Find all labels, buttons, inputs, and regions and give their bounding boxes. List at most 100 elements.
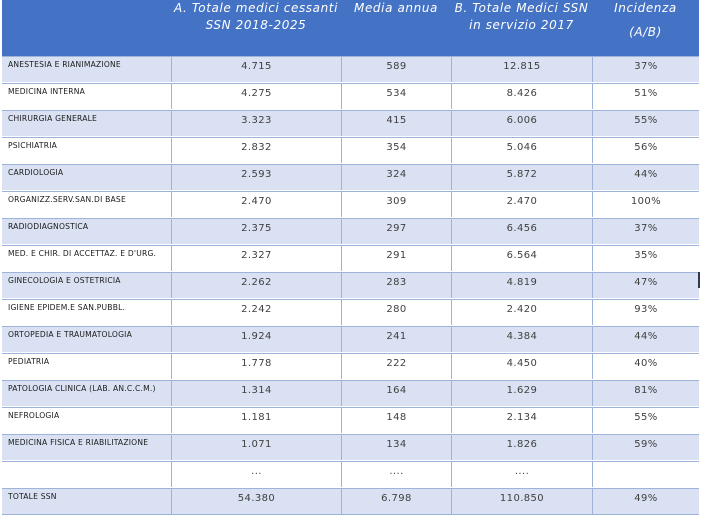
cell-total-cessanti: ... (171, 461, 341, 487)
table-row: ........... (2, 461, 699, 488)
cell-incidenza: 44% (592, 326, 699, 352)
cell-totale-medici: 6.006 (451, 110, 592, 136)
header-label: A. Totale medici cessanti (173, 1, 339, 15)
cell-specialty: GINECOLOGIA E OSTETRICIA (2, 272, 171, 298)
header-cell-media-annua: Media annua (341, 0, 451, 56)
cell-total-cessanti: 1.778 (171, 353, 341, 379)
cell-totale-medici: 1.826 (451, 434, 592, 460)
cell-total-cessanti: 3.323 (171, 110, 341, 136)
cell-incidenza (592, 461, 699, 487)
cell-incidenza: 55% (592, 110, 699, 136)
cell-specialty: NEFROLOGIA (2, 407, 171, 433)
cell-total-cessanti: 2.375 (171, 218, 341, 244)
table-row: PSICHIATRIA 2.832 354 5.046 56% (2, 137, 699, 164)
cell-specialty: MEDICINA INTERNA (2, 83, 171, 109)
cell-media-annua: 134 (341, 434, 451, 460)
cell-total-cessanti: 1.181 (171, 407, 341, 433)
table-row: IGIENE EPIDEM.E SAN.PUBBL. 2.242 280 2.420 9… (2, 299, 699, 326)
cell-totale-medici: 8.426 (451, 83, 592, 109)
cell-incidenza: 35% (592, 245, 699, 271)
header-label-line2: in servizio 2017 (469, 18, 574, 32)
cell-media-annua: 297 (341, 218, 451, 244)
cell-incidenza: 59% (592, 434, 699, 460)
cell-media-annua: 324 (341, 164, 451, 190)
cell-totale-medici: 5.046 (451, 137, 592, 163)
cell-totale-medici: 4.819 (451, 272, 592, 298)
cell-total-cessanti: 54.380 (171, 488, 341, 514)
cell-media-annua: 222 (341, 353, 451, 379)
cell-incidenza: 37% (592, 56, 699, 82)
cell-total-cessanti: 2.262 (171, 272, 341, 298)
cell-media-annua: 148 (341, 407, 451, 433)
header-cell-incidenza: Incidenza (A/B) (592, 0, 699, 56)
cell-specialty: MEDICINA FISICA E RIABILITAZIONE (2, 434, 171, 460)
cell-media-annua: 241 (341, 326, 451, 352)
table-row: MEDICINA INTERNA 4.275 534 8.426 51% (2, 83, 699, 110)
cursor-marker (698, 272, 700, 288)
table-row: GINECOLOGIA E OSTETRICIA 2.262 283 4.819 47% (2, 272, 699, 299)
cell-media-annua: 589 (341, 56, 451, 82)
header-label: Media annua (354, 1, 438, 15)
cell-incidenza: 55% (592, 407, 699, 433)
cell-specialty: PATOLOGIA CLINICA (LAB. AN.C.C.M.) (2, 380, 171, 406)
cell-specialty: ORTOPEDIA E TRAUMATOLOGIA (2, 326, 171, 352)
header-cell-totale-medici: B. Totale Medici SSN in servizio 2017 (451, 0, 592, 56)
cell-incidenza: 37% (592, 218, 699, 244)
header-cell-total-cessanti: A. Totale medici cessanti SSN 2018-2025 (171, 0, 341, 56)
cell-totale-medici: 5.872 (451, 164, 592, 190)
cell-incidenza: 51% (592, 83, 699, 109)
cell-totale-medici: .... (451, 461, 592, 487)
table-row: CHIRURGIA GENERALE 3.323 415 6.006 55% (2, 110, 699, 137)
cell-specialty: PSICHIATRIA (2, 137, 171, 163)
cell-media-annua: 534 (341, 83, 451, 109)
table-row: MED. E CHIR. DI ACCETTAZ. E D'URG. 2.327 2… (2, 245, 699, 272)
cell-incidenza: 56% (592, 137, 699, 163)
cell-specialty: CHIRURGIA GENERALE (2, 110, 171, 136)
cell-media-annua: 283 (341, 272, 451, 298)
cell-incidenza: 47% (592, 272, 699, 298)
table-row: TOTALE SSN 54.380 6.798 110.850 49% (2, 488, 699, 515)
cell-totale-medici: 110.850 (451, 488, 592, 514)
cell-incidenza: 49% (592, 488, 699, 514)
cell-specialty: RADIODIAGNOSTICA (2, 218, 171, 244)
cell-total-cessanti: 4.715 (171, 56, 341, 82)
cell-media-annua: 291 (341, 245, 451, 271)
table-row: NEFROLOGIA 1.181 148 2.134 55% (2, 407, 699, 434)
cell-media-annua: 280 (341, 299, 451, 325)
cell-total-cessanti: 1.924 (171, 326, 341, 352)
cell-totale-medici: 2.134 (451, 407, 592, 433)
header-label-line2: (A/B) (629, 25, 662, 39)
cell-specialty: PEDIATRIA (2, 353, 171, 379)
cell-total-cessanti: 2.593 (171, 164, 341, 190)
cell-media-annua: 354 (341, 137, 451, 163)
header-label: Incidenza (614, 1, 677, 15)
cell-incidenza: 81% (592, 380, 699, 406)
cell-totale-medici: 4.384 (451, 326, 592, 352)
cell-total-cessanti: 2.242 (171, 299, 341, 325)
cell-media-annua: .... (341, 461, 451, 487)
cell-total-cessanti: 2.832 (171, 137, 341, 163)
table-row: ORTOPEDIA E TRAUMATOLOGIA 1.924 241 4.384 44… (2, 326, 699, 353)
cell-media-annua: 309 (341, 191, 451, 217)
cell-total-cessanti: 2.470 (171, 191, 341, 217)
cell-total-cessanti: 1.314 (171, 380, 341, 406)
cell-media-annua: 415 (341, 110, 451, 136)
cell-specialty: IGIENE EPIDEM.E SAN.PUBBL. (2, 299, 171, 325)
table-header: A. Totale medici cessanti SSN 2018-2025 … (2, 0, 699, 56)
cell-specialty: TOTALE SSN (2, 488, 171, 514)
table-row: CARDIOLOGIA 2.593 324 5.872 44% (2, 164, 699, 191)
cell-media-annua: 6.798 (341, 488, 451, 514)
cell-totale-medici: 2.470 (451, 191, 592, 217)
cell-totale-medici: 2.420 (451, 299, 592, 325)
table-row: ANESTESIA E RIANIMAZIONE 4.715 589 12.815 37… (2, 56, 699, 83)
cell-specialty: ORGANIZZ.SERV.SAN.DI BASE (2, 191, 171, 217)
cell-total-cessanti: 1.071 (171, 434, 341, 460)
header-label-line2: SSN 2018-2025 (205, 18, 307, 32)
header-label: B. Totale Medici SSN (454, 1, 589, 15)
cell-specialty: ANESTESIA E RIANIMAZIONE (2, 56, 171, 82)
cell-total-cessanti: 4.275 (171, 83, 341, 109)
table-body: ANESTESIA E RIANIMAZIONE 4.715 589 12.815 37… (2, 56, 699, 515)
header-cell-specialty (2, 0, 171, 56)
cell-total-cessanti: 2.327 (171, 245, 341, 271)
